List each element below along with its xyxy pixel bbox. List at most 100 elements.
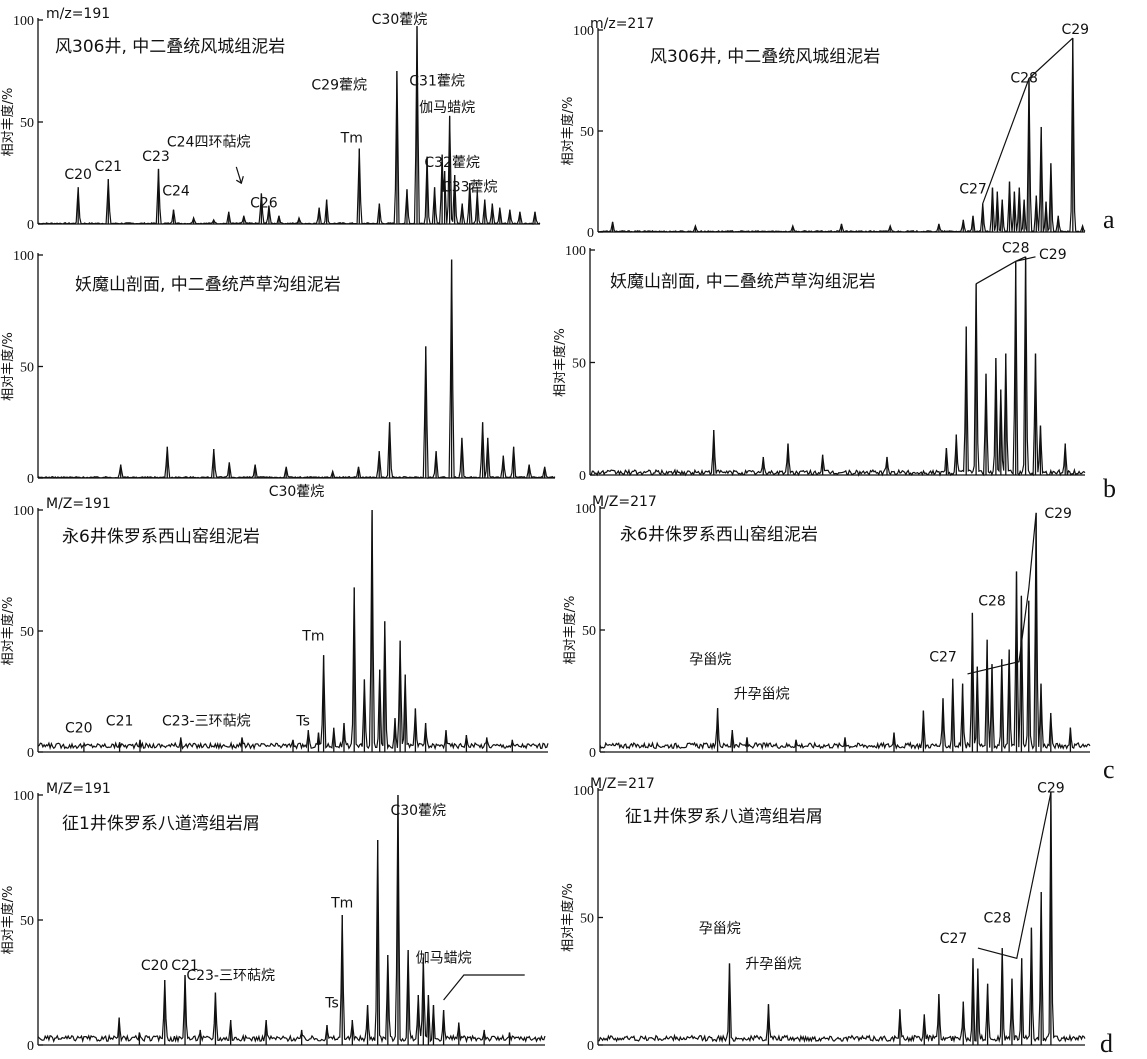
y-axis-label: 相对丰度/% [552,328,568,397]
peak-label: C21 [94,159,122,175]
y-tick-label: 100 [573,24,594,39]
mz-label: m/z=217 [590,16,654,32]
peak-label: 伽马蜡烷 [419,100,475,116]
y-axis-label: 相对丰度/% [560,883,576,952]
panel-title: 永6井侏罗系西山窑组泥岩 [620,525,818,545]
peak-label: 孕甾烷 [699,921,741,937]
y-axis-label: 相对丰度/% [0,886,16,955]
peak-label: C26 [250,196,278,212]
y-axis-label: 相对丰度/% [0,597,16,666]
peak-label: Tm [301,629,324,645]
chromatogram-trace [37,509,549,751]
peak-label: C28 [978,594,1006,610]
peak-label: C27 [940,931,968,947]
arrow [443,974,525,1001]
y-tick-label: 100 [13,249,34,264]
peak-label: C32藿烷 [424,155,480,171]
y-tick-label: 50 [20,625,34,640]
sterane-envelope-line [975,256,1036,285]
peak-label: C29 [1037,781,1065,797]
chromatogram-trace [37,26,541,225]
peak-label: C33藿烷 [442,179,498,195]
peak-label: C28 [1010,71,1038,87]
mz-label: M/Z=217 [590,776,655,792]
sterane-envelope-line [982,37,1074,204]
chart-panel-d-left: 0 50 100 相对丰度/% M/Z=191 征1井侏罗系八道湾组岩屑 C20 C21C23… [0,781,546,1054]
panel-title: 风306井, 中二叠统风城组泥岩 [55,37,285,57]
y-tick-label: 50 [572,357,586,372]
mz-label: m/z=191 [46,6,110,22]
mz-label: M/Z=191 [46,781,111,797]
panel-title: 妖魔山剖面, 中二叠统芦草沟组泥岩 [75,275,341,295]
chart-panel-c-left: 0 50 100 相对丰度/% M/Z=191 永6井侏罗系西山窑组泥岩 C20 C21 C23… [0,496,549,761]
chromatogram-trace [599,512,1091,751]
chromatogram-trace [37,259,556,480]
peak-label: C23-三环萜烷 [186,968,275,984]
row-letter-d: d [1100,1029,1113,1058]
row-letter-a: a [1103,205,1115,234]
mz-label: M/Z=217 [592,494,657,510]
panel-title: 征1井侏罗系八道湾组岩屑 [62,814,260,834]
panel-title: 妖魔山剖面, 中二叠统芦草沟组泥岩 [610,272,876,292]
arrow [235,166,242,184]
y-tick-label: 100 [573,784,594,799]
peak-label: C29 [1061,22,1089,38]
y-tick-label: 50 [20,116,34,131]
y-tick-label: 100 [13,14,34,29]
row-letter-c: c [1103,755,1115,784]
peak-label: C29藿烷 [311,77,367,93]
chart-panel-b-left: 0 50 100 相对丰度/% 妖魔山剖面, 中二叠统芦草沟组泥岩 C30藿烷 [0,249,556,500]
chromatogram-trace [597,792,1086,1044]
peak-label: C20 [141,958,169,974]
y-axis-label: 相对丰度/% [0,88,16,157]
y-tick-label: 50 [582,624,596,639]
y-tick-label: 0 [27,1039,34,1054]
y-axis-label: 相对丰度/% [562,596,578,665]
peak-label: C28 [1002,240,1030,256]
peak-label: C21 [171,958,199,974]
y-tick-label: 0 [579,469,586,484]
y-tick-label: 50 [20,914,34,929]
peak-label: 伽马蜡烷 [416,951,472,967]
y-tick-label: 100 [565,244,586,259]
y-tick-label: 0 [587,1039,594,1054]
peak-label: C24四环萜烷 [167,134,251,150]
y-tick-label: 0 [27,218,34,233]
peak-label: C30藿烷 [390,803,446,819]
y-tick-label: 50 [20,361,34,376]
peak-label: C28 [984,911,1012,927]
y-tick-label: 100 [575,502,596,517]
peak-label: C27 [929,650,957,666]
peak-label: C23-三环萜烷 [162,713,251,729]
sterane-envelope-line [977,792,1052,960]
panel-title: 永6井侏罗系西山窑组泥岩 [62,527,260,547]
peak-label: C20 [64,167,92,183]
peak-label: Ts [295,713,310,729]
mz-label: M/Z=191 [46,496,111,512]
y-tick-label: 0 [587,226,594,241]
chromatogram-trace [597,38,1086,234]
panel-title: 风306井, 中二叠统风城组泥岩 [650,47,880,67]
y-tick-label: 50 [580,912,594,927]
peak-label: C31藿烷 [409,73,465,89]
arrow-head [236,176,244,185]
peak-label: C27 [959,182,987,198]
sterane-envelope-line [967,512,1037,675]
y-tick-label: 0 [27,746,34,761]
peak-label: C29 [1039,247,1067,263]
peak-label: C24 [162,183,190,199]
y-axis-label: 相对丰度/% [0,332,16,401]
peak-label: Tm [330,896,353,912]
peak-label: C20 [65,721,93,737]
peak-label: C29 [1044,506,1072,522]
chromatogram-trace [37,794,546,1044]
peak-label: C30藿烷 [372,12,428,28]
y-tick-label: 50 [580,125,594,140]
peak-label: C30藿烷 [269,484,325,500]
panel-title: 征1井侏罗系八道湾组岩屑 [625,807,823,827]
y-tick-label: 100 [13,504,34,519]
